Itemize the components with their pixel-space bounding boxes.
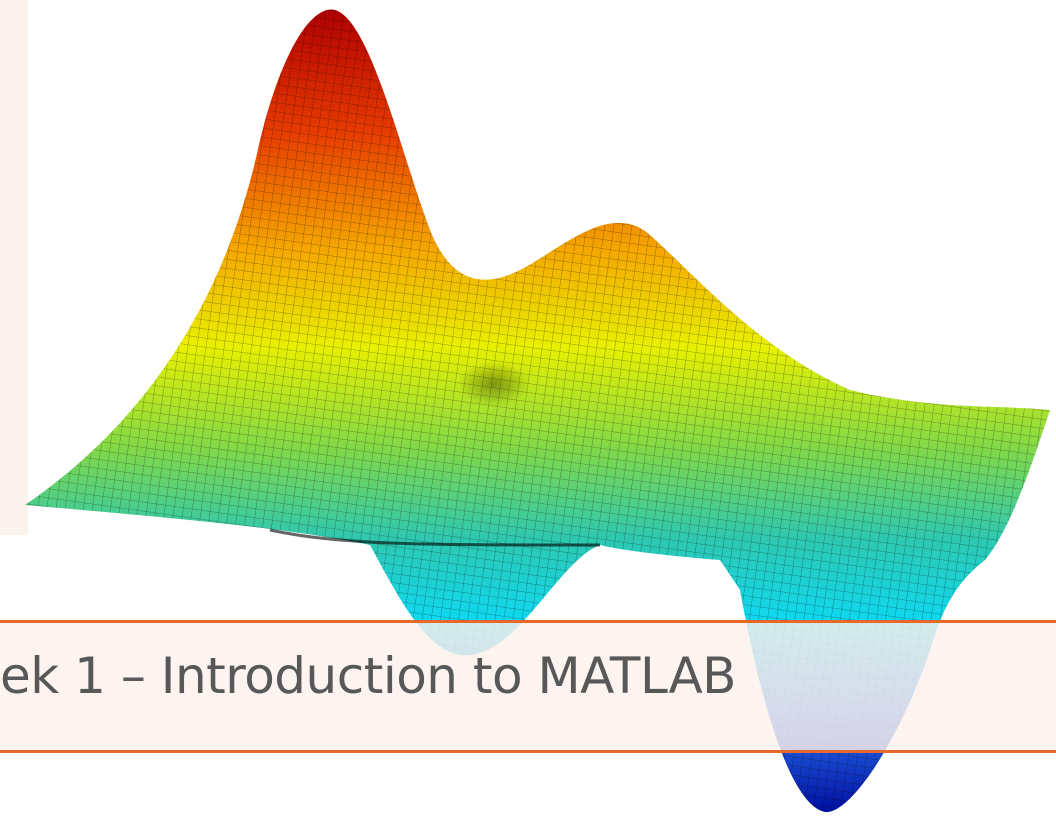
chapter-title: ek 1 – Introduction to MATLAB <box>0 647 736 705</box>
title-banner: ek 1 – Introduction to MATLAB <box>0 620 1056 753</box>
page: ek 1 – Introduction to MATLAB <box>0 0 1056 820</box>
